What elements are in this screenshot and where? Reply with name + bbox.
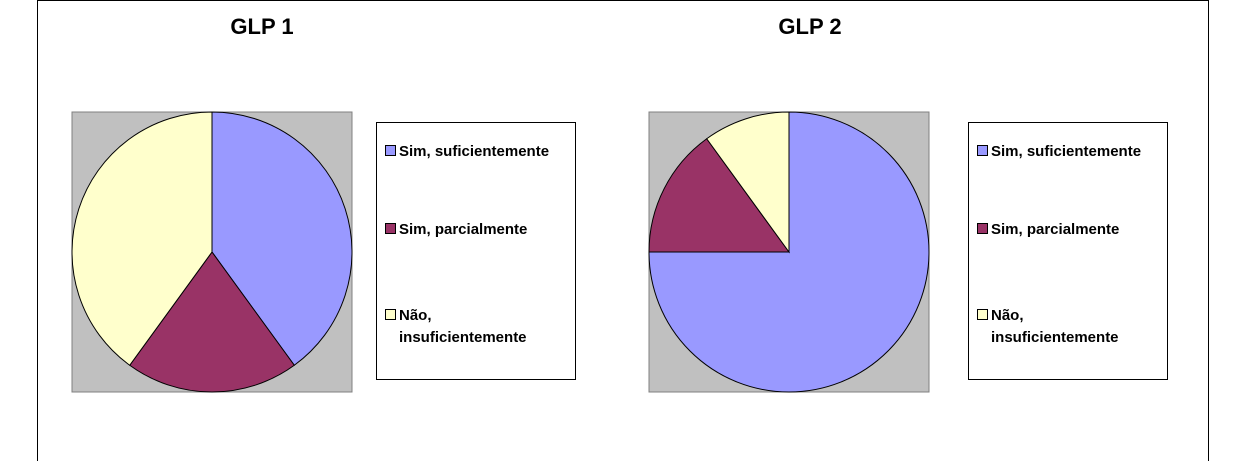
legend-label: Não, insuficientemente xyxy=(399,307,527,346)
pie-slice xyxy=(211,111,353,366)
pie-slice xyxy=(706,111,790,254)
legend-label: Não, insuficientemente xyxy=(991,307,1119,346)
legend-label: Sim, parcialmente xyxy=(399,221,528,238)
legend-swatch xyxy=(977,223,988,234)
legend-swatch xyxy=(385,309,396,320)
chart-title: GLP 1 xyxy=(230,14,294,39)
legend-swatch xyxy=(977,145,988,156)
pie-slice xyxy=(129,251,295,393)
legend-label: Sim, parcialmente xyxy=(991,221,1120,238)
pie-slice xyxy=(71,111,213,366)
legend-label: Sim, suficientemente xyxy=(991,143,1142,160)
legend: Sim, suficientemente Sim, parcialmente Não… xyxy=(968,122,1168,380)
pie-slice xyxy=(648,111,930,393)
legend-label: Sim, suficientemente xyxy=(399,143,550,160)
legend-swatch xyxy=(385,223,396,234)
legend-swatch xyxy=(977,309,988,320)
chart-title: GLP 2 xyxy=(778,14,842,39)
pie-slice xyxy=(648,138,790,253)
legend-swatch xyxy=(385,145,396,156)
legend: Sim, suficientemente Sim, parcialmente Não… xyxy=(376,122,576,380)
frame xyxy=(37,0,1209,461)
